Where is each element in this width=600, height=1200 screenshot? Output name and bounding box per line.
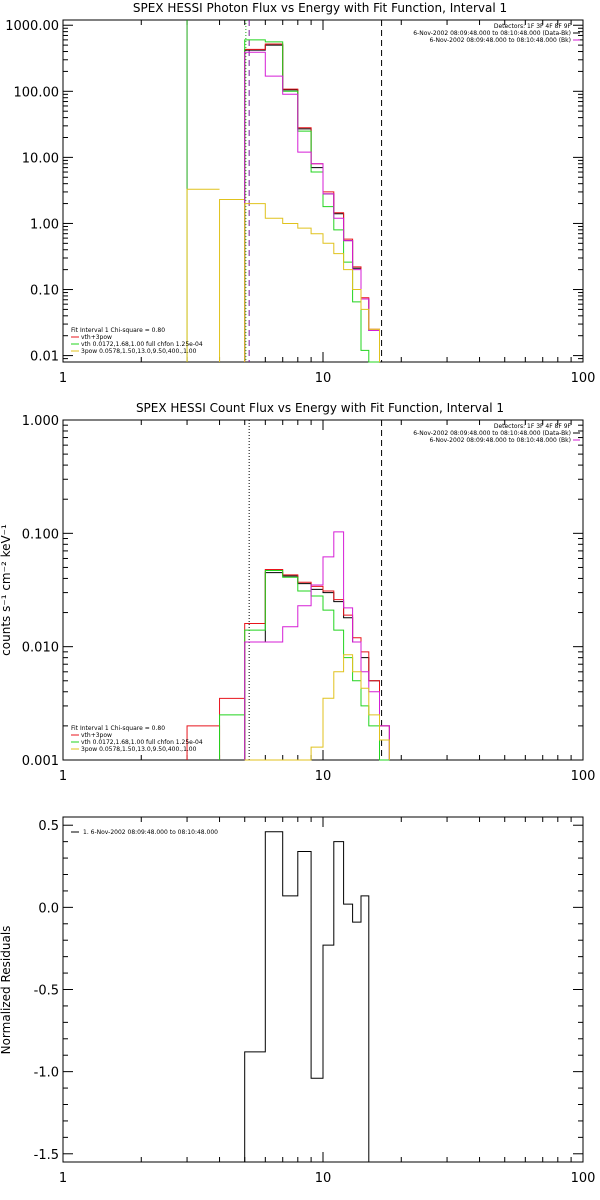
series-black — [244, 572, 390, 760]
y-tick-label: 0.001 — [22, 754, 59, 769]
series-lines — [186, 20, 383, 363]
x-tick-label: 10 — [315, 371, 332, 386]
y-axis-label: counts s⁻¹ cm⁻² keV⁻¹ — [0, 524, 13, 656]
x-tick-label: 100 — [571, 1171, 596, 1186]
legend-entry: Fit Interval 1 Chi-square = 0.80 — [71, 725, 165, 732]
series-green — [244, 570, 390, 761]
y-tick-label: 0.01 — [30, 350, 59, 365]
series-magenta — [244, 51, 380, 362]
low-energy-bin — [219, 714, 246, 760]
legend-entry: 6-Nov-2002 08:09:48.000 to 08:10:48.000 … — [429, 37, 571, 44]
y-tick-label: 0.5 — [38, 819, 59, 834]
y-tick-label: 0.0 — [38, 901, 59, 916]
x-tick-label: 100 — [571, 769, 596, 784]
y-tick-label: 1.00 — [30, 217, 59, 232]
y-tick-label: 1000.00 — [5, 19, 59, 34]
y-tick-label: 10.00 — [22, 151, 59, 166]
panel-title: SPEX HESSI Photon Flux vs Energy with Fi… — [133, 1, 507, 15]
legend: Detectors: 1F 3F 4F 8F 9F6-Nov-2002 08:0… — [71, 23, 580, 355]
legend-entry: vth 0.0172,1.68,1.00 full chfon 1.25e-04 — [81, 341, 203, 348]
low-energy-bin — [219, 697, 246, 760]
legend-entry: vth+3pow — [81, 732, 112, 739]
y-tick-label: -1.0 — [34, 1066, 59, 1081]
legend-entry: Fit Interval 1 Chi-square = 0.80 — [71, 327, 165, 334]
legend-entry: 1. 6-Nov-2002 08:09:48.000 to 08:10:48.0… — [83, 829, 218, 836]
x-tick-label: 100 — [571, 371, 596, 386]
series-yellow — [244, 654, 390, 761]
residual-line — [244, 831, 380, 1163]
y-axis-label: Normalized Residuals — [0, 926, 13, 1055]
y-tick-label: 100.00 — [14, 85, 60, 100]
y-tick-label: 0.10 — [30, 284, 59, 299]
legend-entry: vth+3pow — [81, 334, 112, 341]
x-tick-label: 1 — [59, 371, 67, 386]
low-energy-bin — [186, 188, 220, 362]
legend: 1. 6-Nov-2002 08:09:48.000 to 08:10:48.0… — [71, 829, 218, 836]
panel-title: SPEX HESSI Count Flux vs Energy with Fit… — [136, 401, 504, 415]
x-tick-label: 1 — [59, 1171, 67, 1186]
legend-entry: 3pow 0.0578,1.50,13.0,9.50,400.,1.00 — [81, 746, 197, 753]
series-green — [244, 39, 380, 363]
series-lines — [186, 420, 390, 761]
legend-entry: 6-Nov-2002 08:09:48.000 to 08:10:48.000 … — [413, 30, 571, 37]
x-tick-label: 1 — [59, 769, 67, 784]
residuals-panel: Normalized Residuals 1 10 100 0.5 0.0 -0.5 -1.… — [0, 816, 596, 1186]
residual-steps — [244, 831, 380, 1163]
x-tick-label: 10 — [315, 1171, 332, 1186]
series-magenta — [244, 531, 390, 760]
low-energy-bin — [219, 199, 245, 362]
legend-entry: 6-Nov-2002 08:09:48.000 to 08:10:48.000 … — [413, 430, 571, 437]
y-tick-label: -0.5 — [34, 984, 59, 999]
axis-ticks: 1 10 100 1000.00 100.00 10.00 1.00 0.10 0.01 — [5, 19, 595, 386]
series-red — [244, 569, 390, 760]
legend-entry: 3pow 0.0578,1.50,13.0,9.50,400.,1.00 — [81, 348, 197, 355]
photon-flux-panel: SPEX HESSI Photon Flux vs Energy with Fi… — [5, 1, 595, 386]
y-tick-label: 0.010 — [22, 641, 59, 656]
series-yellow — [244, 203, 380, 362]
legend-entry: Detectors: 1F 3F 4F 8F 9F — [494, 23, 572, 30]
legend-entry: vth 0.0172,1.68,1.00 full chfon 1.25e-04 — [81, 739, 203, 746]
y-tick-label: 0.100 — [22, 527, 59, 542]
legend-entry: Detectors: 1F 3F 4F 8F 9F — [494, 423, 572, 430]
y-tick-label: 1.000 — [22, 414, 59, 429]
legend-entry: 6-Nov-2002 08:09:48.000 to 08:10:48.000 … — [429, 437, 571, 444]
legend: Detectors: 1F 3F 4F 8F 9F6-Nov-2002 08:0… — [71, 423, 580, 753]
series-red — [244, 43, 380, 362]
count-flux-panel: SPEX HESSI Count Flux vs Energy with Fit… — [0, 401, 595, 784]
y-tick-label: -1.5 — [34, 1148, 59, 1163]
axis-ticks: 1 10 100 0.5 0.0 -0.5 -1.0 -1.5 — [34, 817, 596, 1186]
x-tick-label: 10 — [315, 769, 332, 784]
